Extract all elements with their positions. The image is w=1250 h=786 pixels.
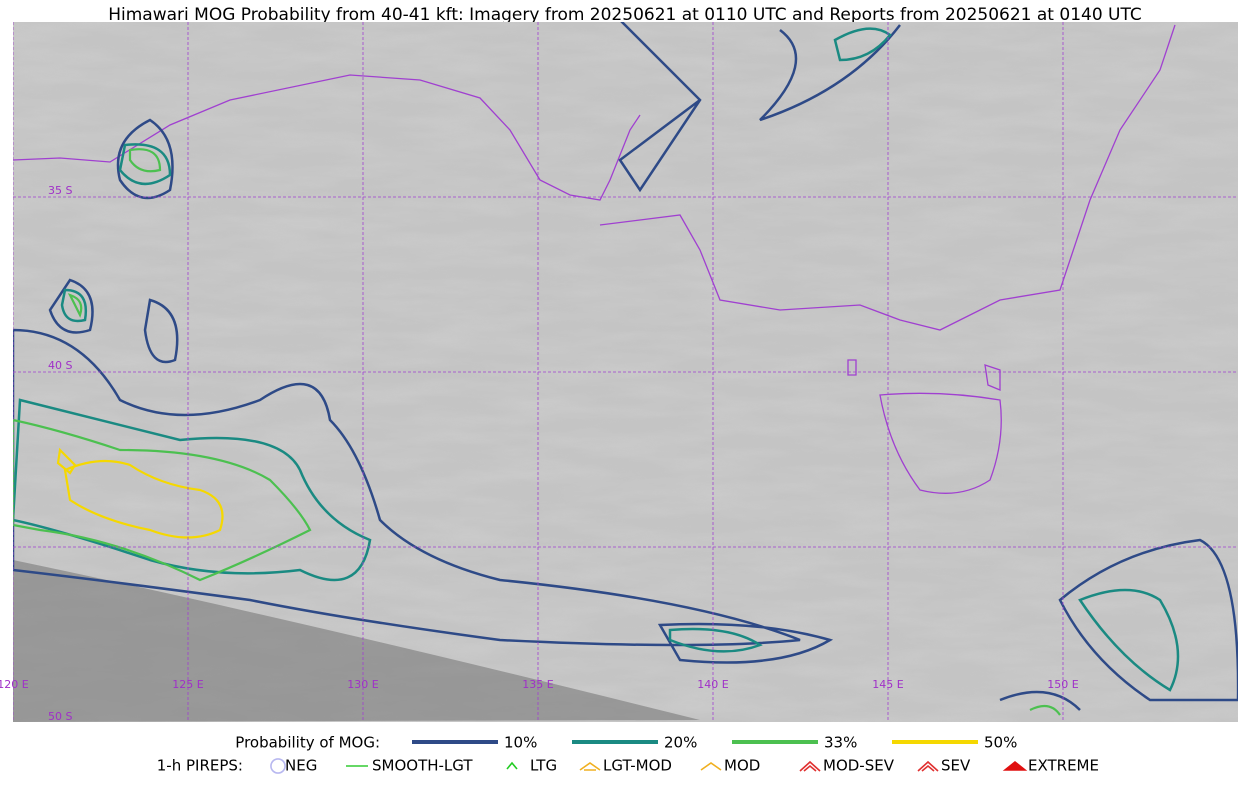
legend-title: 1-h PIREPS: — [157, 757, 243, 775]
lat-label: 50 S — [48, 710, 72, 723]
pirep-icon — [1002, 760, 1028, 771]
lat-label: 40 S — [48, 359, 72, 372]
contour-33 — [13, 148, 1061, 716]
pirep-label: MOD-SEV — [823, 757, 895, 775]
legend-label: 50% — [984, 734, 1017, 752]
pirep-label: LGT-MOD — [603, 757, 672, 775]
pirep-icon — [579, 762, 601, 771]
legend-title: Probability of MOG: — [235, 734, 380, 752]
pirep-label: MOD — [724, 757, 760, 775]
pirep-label: SMOOTH-LGT — [372, 757, 473, 775]
lat-label: 35 S — [48, 184, 72, 197]
pirep-icon — [270, 758, 286, 774]
lon-label: 120 E — [0, 678, 29, 691]
lon-label: 150 E — [1047, 678, 1078, 691]
tasmania — [847, 359, 1002, 494]
contour-50 — [56, 447, 224, 539]
contour-20 — [13, 27, 1180, 692]
pirep-icon — [799, 760, 821, 772]
title: Himawari MOG Probability from 40-41 kft:… — [108, 5, 1142, 25]
lon-label: 130 E — [347, 678, 378, 691]
lon-label: 125 E — [172, 678, 203, 691]
graticule — [13, 22, 1238, 722]
lon-label: 145 E — [872, 678, 903, 691]
pirep-label: EXTREME — [1028, 757, 1099, 775]
pirep-icon — [506, 761, 518, 770]
map — [13, 22, 1238, 722]
lon-label: 135 E — [522, 678, 553, 691]
contour-10 — [13, 22, 1238, 711]
legend-label: 20% — [664, 734, 697, 752]
pirep-icon — [917, 760, 939, 772]
legend-label: 33% — [824, 734, 857, 752]
pirep-label: SEV — [941, 757, 971, 775]
pirep-icon — [700, 762, 722, 771]
lon-label: 140 E — [697, 678, 728, 691]
pirep-label: NEG — [285, 757, 317, 775]
pirep-label: LTG — [530, 757, 557, 775]
legend-label: 10% — [504, 734, 537, 752]
